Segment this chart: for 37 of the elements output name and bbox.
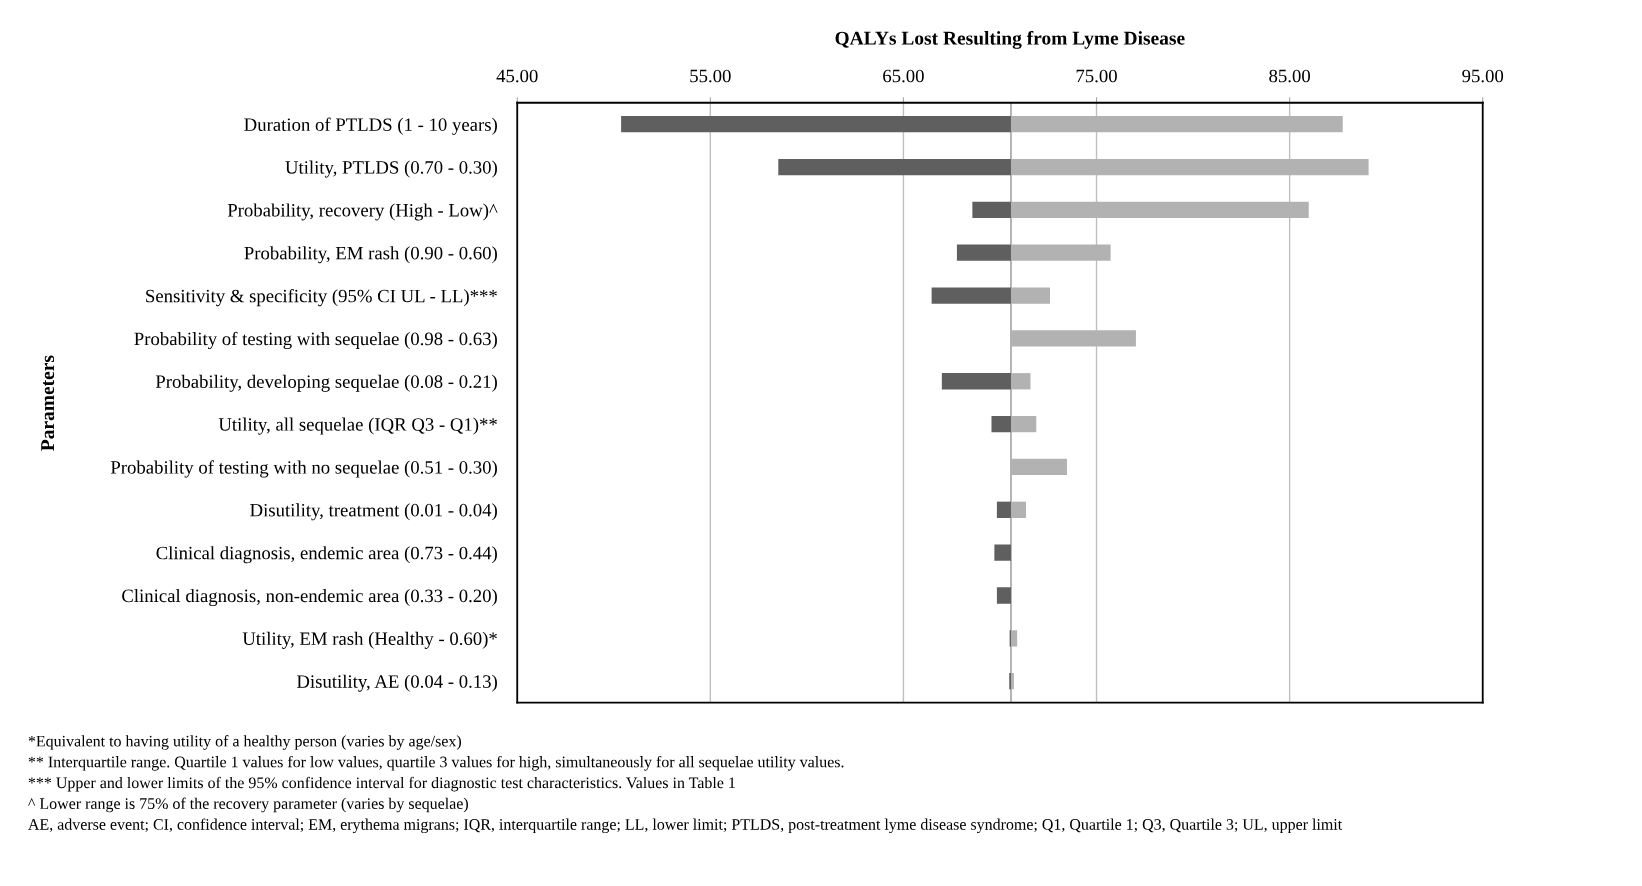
bar <box>996 501 1011 518</box>
bar <box>956 244 1011 261</box>
bar <box>991 415 1011 433</box>
y-tick-label: Utility, EM rash (Healthy - 0.60)* <box>242 631 497 649</box>
x-tick-label: 65.00 <box>883 69 924 83</box>
bar <box>941 373 1011 390</box>
chart-title: QALYs Lost Resulting from Lyme Disease <box>835 30 1185 49</box>
text: *Equivalent to having utility of a healthy person (varies by age/sex) <box>28 735 461 750</box>
bar <box>972 201 1011 219</box>
y-tick-label: Probability, EM rash (0.90 - 0.60) <box>244 246 497 264</box>
x-tick-label: 85.00 <box>1269 69 1311 83</box>
y-tick-label: Disutility, treatment (0.01 - 0.04) <box>250 503 497 521</box>
text: AE, adverse event; CI, confidence interval; EM, erythema migrans; IQR, interquartile range; LL, lower limit; PTLDS, post-treatment lyme disease syndrome; Q1, Quartile 1; Q3, Quartile 3; UL, upper limit <box>28 818 1343 834</box>
bar <box>996 587 1011 604</box>
x-tick-label: 75.00 <box>1076 69 1117 83</box>
y-tick-label: Duration of PTLDS (1 - 10 years) <box>244 117 497 135</box>
x-tick-label: 95.00 <box>1462 69 1504 83</box>
text: ^ Lower range is 75% of the recovery parameter (varies by sequelae) <box>28 797 468 813</box>
text: ** Interquartile range. Quartile 1 values for low values, quartile 3 values for high, simultaneously for all sequelae utility values. <box>28 755 844 771</box>
x-tick-label: 45.00 <box>496 69 538 83</box>
y-tick-label: Clinical diagnosis, non-endemic area (0.33 - 0.20) <box>122 588 497 607</box>
y-tick-label: Disutility, AE (0.04 - 0.13) <box>296 674 497 692</box>
bar <box>994 544 1011 561</box>
y-tick-label: Sensitivity & specificity (95% CI UL - LL)*** <box>146 288 497 307</box>
y-tick-label: Probability of testing with sequelae (0.98 - 0.63) <box>134 331 497 350</box>
y-tick-label: Probability, recovery (High - Low)^ <box>227 203 498 221</box>
bar <box>931 287 1011 304</box>
text: *** Upper and lower limits of the 95% confidence interval for diagnostic test characteristics. Values in Table 1 <box>28 776 735 792</box>
y-tick-label: Utility, all sequelae (IQR Q3 - Q1)** <box>218 417 497 435</box>
bar <box>621 116 1011 133</box>
x-tick-label: 55.00 <box>690 69 731 83</box>
bar <box>778 158 1011 176</box>
y-tick-label: Clinical diagnosis, endemic area (0.73 - 0.44) <box>156 546 497 564</box>
y-tick-label: Probability of testing with no sequelae (0.51 - 0.30) <box>110 460 497 478</box>
y-axis-title: Parameters <box>41 355 55 451</box>
y-tick-label: Utility, PTLDS (0.70 - 0.30) <box>285 160 497 178</box>
y-tick-label: Probability, developing sequelae (0.08 - 0.21) <box>155 374 497 392</box>
